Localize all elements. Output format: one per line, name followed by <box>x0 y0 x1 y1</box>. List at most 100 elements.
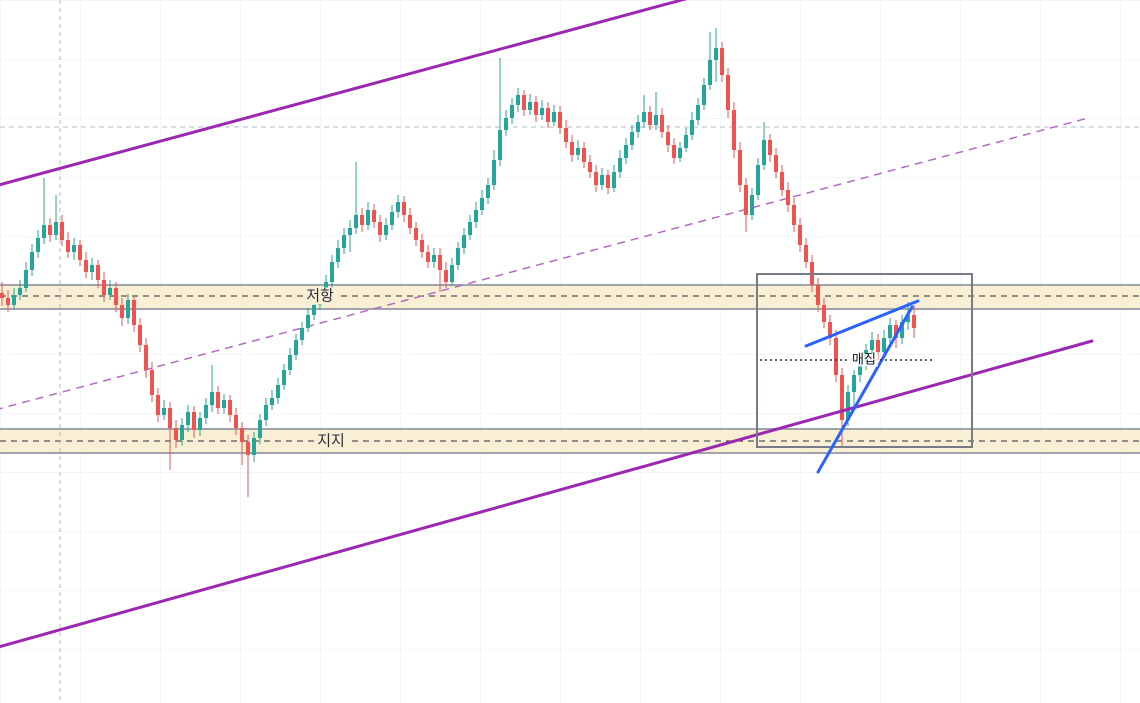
candle-body <box>156 395 160 415</box>
candle <box>450 258 454 286</box>
candle <box>294 334 298 360</box>
candle-body <box>636 122 640 132</box>
candle <box>180 418 184 446</box>
candle-body <box>498 130 502 160</box>
candle <box>0 282 4 306</box>
candle <box>396 195 400 218</box>
candle-body <box>852 375 856 392</box>
candle <box>72 238 76 260</box>
candle-body <box>474 210 478 222</box>
candle-body <box>306 315 310 328</box>
resistance-label[interactable]: 저항 <box>303 287 337 305</box>
candle-body <box>510 105 514 118</box>
channel-midline-dashed[interactable] <box>0 117 1089 410</box>
candle <box>852 370 856 408</box>
blue-trendline-2[interactable] <box>816 305 914 474</box>
candle-body <box>180 425 184 440</box>
candle-body <box>906 315 910 322</box>
candle <box>486 178 490 204</box>
candle <box>804 238 808 268</box>
candle-body <box>228 400 232 415</box>
candle-body <box>54 222 58 235</box>
candle-body <box>486 185 490 198</box>
candle <box>798 218 802 252</box>
candle-body <box>354 215 358 228</box>
candle-body <box>300 328 304 340</box>
candle-body <box>198 418 202 430</box>
candle-body <box>534 102 538 115</box>
candle <box>720 42 724 82</box>
candle-body <box>204 405 208 418</box>
candle-body <box>246 442 250 455</box>
candle <box>30 244 34 276</box>
candle <box>228 395 232 422</box>
candle-body <box>330 262 334 282</box>
candle <box>840 368 844 448</box>
candle <box>390 205 394 230</box>
candle-body <box>132 300 136 325</box>
candle-body <box>642 112 646 122</box>
candle-body <box>276 385 280 398</box>
candle <box>480 190 484 215</box>
candle-body <box>726 75 730 110</box>
channel-upper-line[interactable] <box>0 0 700 187</box>
candle <box>258 414 262 444</box>
candle-body <box>738 150 742 185</box>
candle-body <box>6 298 10 305</box>
candle-body <box>150 370 154 395</box>
candle-body <box>858 362 862 375</box>
candle <box>78 240 82 266</box>
candle <box>600 168 604 190</box>
highlight-box[interactable] <box>756 273 973 448</box>
accumulation-label[interactable]: 매집 <box>850 352 878 368</box>
candle <box>528 94 532 115</box>
support-label[interactable]: 지지 <box>314 432 348 450</box>
candle <box>786 182 790 212</box>
candle <box>336 240 340 268</box>
candle <box>126 294 130 324</box>
candle <box>690 112 694 140</box>
candle <box>90 258 94 280</box>
candle-body <box>648 112 652 125</box>
candle-body <box>558 112 562 128</box>
channel-lower-line[interactable] <box>0 339 1094 649</box>
candle <box>834 330 838 382</box>
candle <box>552 105 556 126</box>
candle <box>912 305 916 338</box>
candle <box>234 408 238 435</box>
candle <box>108 280 112 300</box>
candle <box>708 32 712 90</box>
candle-body <box>780 172 784 190</box>
candle <box>102 272 106 302</box>
candle <box>588 155 592 178</box>
candle-body <box>258 420 262 438</box>
blue-trendline-1[interactable] <box>804 299 920 348</box>
candle <box>60 215 64 246</box>
candle-body <box>288 355 292 370</box>
candle-body <box>618 158 622 172</box>
candle-body <box>444 270 448 282</box>
candle-body <box>252 438 256 455</box>
candle <box>684 128 688 152</box>
candle-body <box>438 255 442 270</box>
candle-body <box>162 408 166 415</box>
resistance-zone[interactable] <box>0 285 1140 309</box>
candle <box>84 252 88 278</box>
candle-body <box>828 322 832 338</box>
candle-body <box>462 235 466 248</box>
candle <box>642 95 646 128</box>
candle <box>792 198 796 232</box>
candle <box>384 218 388 240</box>
candle-body <box>186 412 190 425</box>
candle-body <box>654 115 658 125</box>
candle <box>120 298 124 326</box>
candle <box>762 122 766 170</box>
candle-body <box>540 108 544 115</box>
candle <box>738 142 742 192</box>
candle-body <box>78 245 82 260</box>
candle <box>744 178 748 232</box>
candle-body <box>66 240 70 252</box>
candle-body <box>360 215 364 225</box>
candle <box>150 362 154 402</box>
